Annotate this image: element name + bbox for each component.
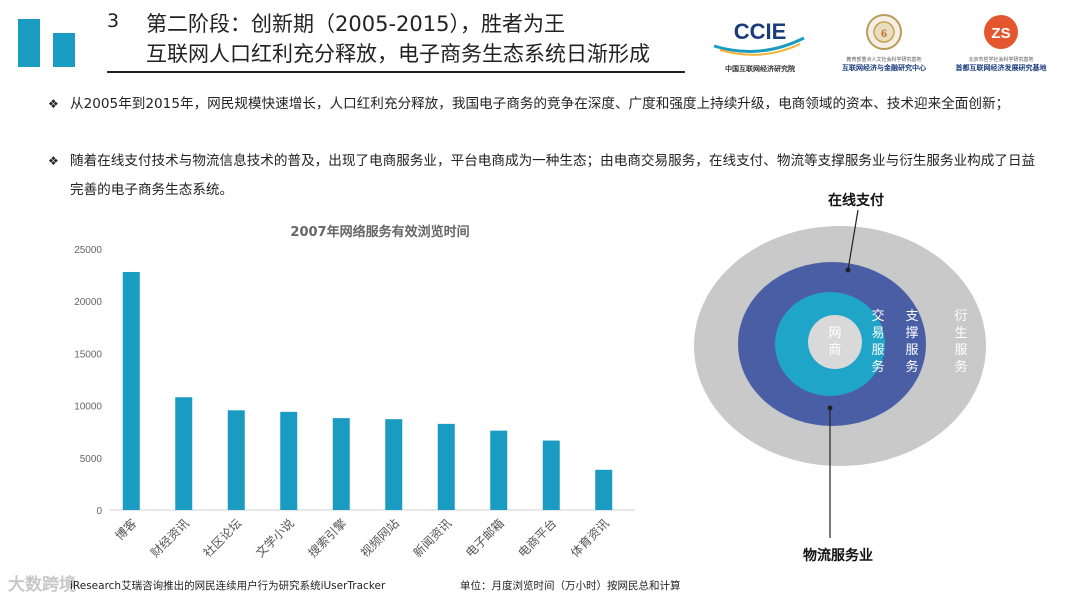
chart-title: 2007年网络服务有效浏览时间 — [290, 225, 470, 240]
label-logistics: 物流服务业 — [803, 548, 873, 564]
bullet-1-text: 从2005年到2015年，网民规模快速增长，人口红利充分释放，我国电子商务的竞争… — [70, 96, 1010, 112]
pointer-dot-online-payment — [845, 267, 851, 273]
watermark: 大数跨境 — [8, 575, 76, 595]
pointer-line-online-payment — [847, 209, 859, 271]
bullet-1: ❖ 从2005年到2015年，网民规模快速增长，人口红利充分释放，我国电子商务的… — [48, 90, 1048, 119]
bar-10 — [595, 469, 613, 510]
logo-cufe-caption-small: 教育部重点人文社会科学研究基地 — [846, 57, 922, 63]
bullet-2-text: 随着在线支付技术与物流信息技术的普及，出现了电商服务业，平台电商成为一种生态；由… — [70, 153, 1036, 198]
label-derivative-services: 衍生服务 — [954, 309, 968, 375]
logo-zs-caption: 首都互联网经济发展研究基地 — [955, 64, 1047, 72]
label-online-payment: 在线支付 — [828, 193, 884, 209]
bullet-2: ❖ 随着在线支付技术与物流信息技术的普及，出现了电商服务业，平台电商成为一种生态… — [48, 147, 1048, 205]
header-deco-bar-left — [18, 19, 40, 67]
bar-8 — [490, 430, 508, 510]
zs-logo-icon: ZS — [984, 15, 1018, 49]
page-subtitle: 互联网人口红利充分释放，电子商务生态系统日渐形成 — [146, 42, 650, 66]
x-tick-label: 视频网站 — [357, 516, 402, 561]
ecosystem-diagram — [694, 209, 986, 538]
y-tick-label: 10000 — [74, 402, 102, 413]
logo-zs: ZS 北京市哲学社会科学研究基地 首都互联网经济发展研究基地 — [946, 12, 1056, 74]
y-tick-label: 20000 — [74, 297, 102, 308]
label-transaction-services: 交易服务 — [871, 309, 885, 375]
logo-ccie: CCIE 中国互联网经济研究院 — [700, 12, 820, 74]
bar-3 — [227, 410, 245, 510]
bar-4 — [280, 411, 298, 510]
svg-text:6: 6 — [881, 26, 887, 40]
cufe-seal-icon: 6 — [866, 14, 902, 50]
x-tick-label: 电商平台 — [515, 516, 560, 561]
logo-zs-text: ZS — [991, 25, 1010, 42]
y-tick-label: 15000 — [74, 349, 102, 360]
section-number: 3 — [107, 10, 120, 32]
pointer-dot-logistics — [827, 405, 833, 411]
logo-ccie-caption: 中国互联网经济研究院 — [725, 65, 795, 73]
logo-cufe-caption: 互联网经济与金融研究中心 — [842, 64, 926, 72]
logo-cufe: 6 教育部重点人文社会科学研究基地 互联网经济与金融研究中心 — [828, 12, 940, 74]
label-support-services: 支撑服务 — [905, 309, 919, 375]
bar-9 — [542, 440, 560, 510]
ring-core-merchants — [808, 315, 862, 369]
x-tick-label: 新闻资讯 — [410, 516, 455, 561]
page-title: 第二阶段：创新期（2005-2015），胜者为王 — [146, 12, 565, 36]
bar-7 — [437, 423, 455, 510]
x-tick-label: 博客 — [112, 516, 140, 544]
header-deco-bar-right — [53, 33, 75, 67]
y-tick-label: 5000 — [80, 454, 103, 465]
label-core-merchants: 网商 — [828, 326, 842, 358]
chart-unit-note: 单位：月度浏览时间（万小时）按网民总和计算 — [460, 580, 681, 592]
ccie-logo-icon: CCIE — [713, 19, 805, 56]
x-tick-label: 电子邮箱 — [462, 516, 507, 561]
bar-1 — [122, 271, 140, 510]
chart-source: iResearch艾瑞咨询推出的网民连续用户行为研究系统iUserTracker — [70, 580, 386, 592]
title-underline — [107, 71, 685, 73]
bar-6 — [385, 419, 403, 510]
bullet-diamond-icon: ❖ — [48, 154, 59, 168]
bar-chart: 0 5000 10000 15000 20000 25000 博客 财经资讯 社区论坛 文学小说搜… — [74, 245, 635, 561]
logo-zs-caption-small: 北京市哲学社会科学研究基地 — [968, 57, 1034, 63]
x-tick-label: 文学小说 — [252, 516, 297, 561]
y-tick-label: 25000 — [74, 245, 102, 256]
x-tick-label: 体育资讯 — [567, 516, 612, 561]
bar-5 — [332, 418, 350, 510]
bullet-diamond-icon: ❖ — [48, 97, 59, 111]
x-tick-label: 财经资讯 — [148, 516, 192, 560]
bar-2 — [175, 397, 193, 510]
logo-ccie-text: CCIE — [734, 19, 787, 44]
x-tick-label: 社区论坛 — [200, 516, 245, 561]
y-tick-label: 0 — [96, 506, 102, 517]
x-tick-label: 搜索引擎 — [305, 516, 350, 561]
